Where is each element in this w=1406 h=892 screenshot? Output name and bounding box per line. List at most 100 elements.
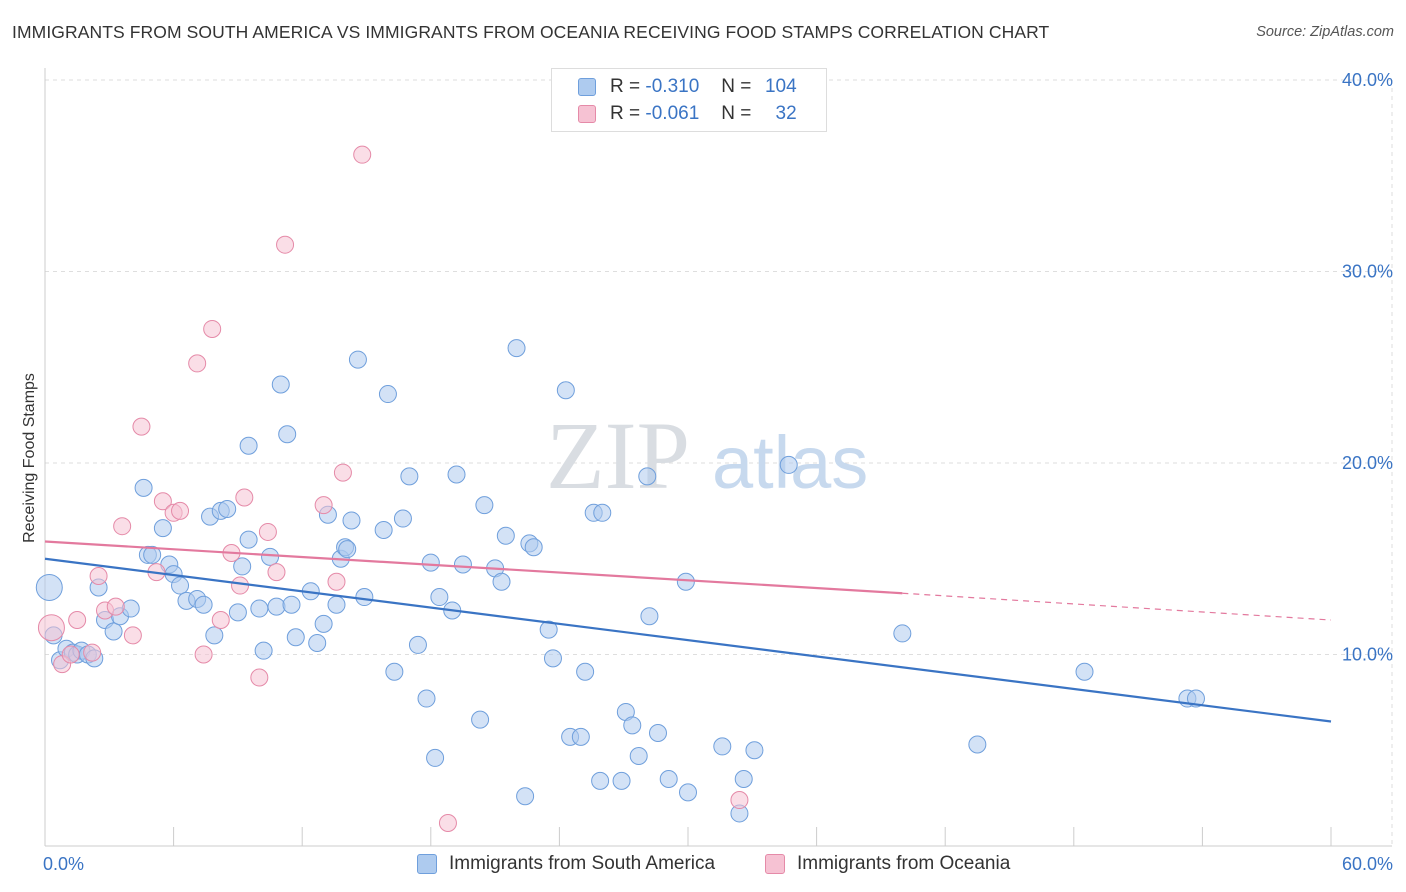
south_america-point <box>218 499 237 518</box>
south_america-point <box>893 624 912 643</box>
bottom-legend-south-america: Immigrants from South America <box>417 853 715 875</box>
south_america-point <box>239 436 258 455</box>
south_america-point <box>679 783 697 802</box>
axes <box>44 68 1392 847</box>
south_america-point <box>171 576 190 595</box>
south_america-point <box>254 641 273 660</box>
south_america-point <box>261 547 280 566</box>
south_america-point <box>1075 662 1094 681</box>
y-tick-label: 20.0% <box>1342 453 1393 473</box>
south_america-point <box>659 769 678 788</box>
south_america-point <box>447 465 466 484</box>
south_america-point <box>134 478 153 497</box>
south_america-point <box>556 381 575 400</box>
south_america-point <box>355 588 374 607</box>
tick-labels: 10.0% 20.0% 30.0% 40.0% 0.0% 60.0% <box>43 70 1393 874</box>
south_america-point <box>629 746 648 765</box>
south_america-point <box>571 727 590 746</box>
south_america-point <box>676 572 695 591</box>
south_america-point <box>250 599 269 618</box>
x-tick-label: 60.0% <box>1342 854 1393 874</box>
oceania-point <box>123 626 142 645</box>
south_america-point <box>496 526 515 545</box>
south_america-point <box>475 496 494 515</box>
bottom-legend-label-south-america: Immigrants from South America <box>449 853 716 874</box>
south_america-point <box>233 557 252 576</box>
legend-r-label: R = <box>610 76 641 97</box>
legend-r-label: R = <box>610 103 641 124</box>
oceania-point <box>235 488 254 507</box>
south_america-point <box>492 572 511 591</box>
trend-lines <box>44 540 1332 723</box>
south_america-point <box>734 769 753 788</box>
bottom-legend-label-oceania: Immigrants from Oceania <box>797 853 1011 874</box>
oceania-point <box>231 576 250 595</box>
south_america-point <box>507 339 526 358</box>
bottom-legend-swatch-oceania <box>765 854 785 874</box>
legend-n-label: N = <box>721 76 752 97</box>
south_america-point <box>286 628 305 647</box>
south_america-point <box>385 662 404 681</box>
watermark-zip: ZIP <box>546 402 690 509</box>
legend-r-value: -0.061 <box>645 103 700 124</box>
south_america-point <box>308 634 327 653</box>
oceania-point <box>258 522 277 541</box>
south_america-point <box>104 622 123 641</box>
oceania-trendline-dashed <box>902 592 1332 621</box>
oceania-point <box>194 645 213 664</box>
oceania-trendline <box>44 540 903 595</box>
south_america-point <box>623 716 642 735</box>
south_america-point <box>205 626 224 645</box>
south_america-point <box>239 530 258 549</box>
south_america-point <box>143 545 162 564</box>
oceania-point <box>314 496 333 515</box>
south_america-point <box>374 521 393 540</box>
source-label: Source: ZipAtlas.com <box>1256 24 1394 40</box>
bottom-legend-swatch-south-america <box>417 854 437 874</box>
south_america-point <box>516 787 535 806</box>
south_america-point <box>35 573 63 601</box>
y-tick-label: 10.0% <box>1342 645 1393 665</box>
south_america-point <box>400 467 419 486</box>
south_america-point <box>378 385 397 404</box>
legend-row-oceania: R = -0.061 N = 32 <box>552 101 797 127</box>
legend: R = -0.310 N = 104 R = -0.061 N = 32 <box>551 68 827 132</box>
y-tick-label: 30.0% <box>1342 262 1393 282</box>
south_america-point <box>430 588 449 607</box>
oceania-point <box>153 492 172 511</box>
south_america-point <box>421 553 440 572</box>
chart-title: IMMIGRANTS FROM SOUTH AMERICA VS IMMIGRA… <box>12 22 1050 42</box>
south_america-point <box>271 375 290 394</box>
oceania-point <box>113 517 132 536</box>
south_america-point <box>453 555 472 574</box>
oceania-point <box>106 597 125 616</box>
oceania-point <box>188 354 207 373</box>
oceania-point <box>250 668 269 687</box>
oceania-point <box>353 145 372 164</box>
south_america-point <box>779 455 798 474</box>
data-points <box>35 145 1205 833</box>
south_america-point <box>713 737 732 756</box>
south_america-point <box>426 748 445 767</box>
south_america-point <box>314 614 333 633</box>
south_america-trendline <box>44 557 1332 723</box>
legend-r-value: -0.310 <box>645 76 700 97</box>
south_america-point <box>327 595 346 614</box>
oceania-point <box>83 643 102 662</box>
oceania-point <box>171 501 190 520</box>
south_america-point <box>153 519 172 538</box>
south_america-point <box>648 724 667 743</box>
oceania-point <box>333 463 352 482</box>
oceania-point <box>37 614 65 642</box>
south_america-point <box>591 771 610 790</box>
south_america-point <box>121 599 140 618</box>
south_america-point <box>338 540 357 559</box>
oceania-point <box>132 417 151 436</box>
legend-n-label: N = <box>721 103 752 124</box>
south_america-point <box>745 741 764 760</box>
south_america-point <box>968 735 987 754</box>
south_america-point <box>228 603 247 622</box>
south_america-point <box>278 425 297 444</box>
south_america-point <box>640 607 659 626</box>
